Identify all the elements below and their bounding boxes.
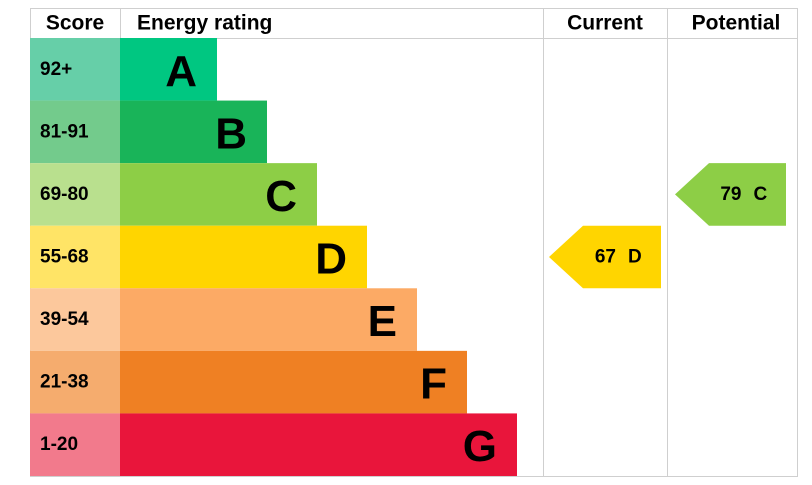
score-label: 55-68 (40, 246, 89, 267)
score-cell (30, 413, 120, 476)
score-label: 21-38 (40, 372, 89, 393)
rating-bar (120, 288, 417, 351)
header-current: Current (567, 12, 643, 35)
rating-bar (120, 225, 367, 289)
rating-bar (120, 38, 217, 101)
score-cell (30, 225, 120, 289)
rating-letter: D (315, 234, 347, 283)
rating-bar (120, 350, 467, 414)
potential-value: 79 (720, 184, 741, 205)
score-cell (30, 163, 120, 226)
score-label: 39-54 (40, 309, 89, 330)
rating-letter: G (463, 422, 497, 471)
rating-letter: A (165, 47, 197, 96)
rating-letter: E (368, 297, 397, 346)
score-cell (30, 350, 120, 414)
score-label: 1-20 (40, 434, 78, 455)
potential-letter: C (754, 184, 768, 205)
score-label: 81-91 (40, 121, 89, 142)
rating-bar (120, 413, 517, 476)
header-rating: Energy rating (137, 12, 272, 35)
score-cell (30, 288, 120, 351)
current-arrow (549, 225, 661, 289)
score-label: 92+ (40, 59, 72, 80)
score-cell (30, 38, 120, 101)
potential-arrow (675, 163, 786, 226)
rating-letter: C (265, 172, 297, 221)
rating-letter: F (420, 360, 447, 409)
score-label: 69-80 (40, 184, 89, 205)
current-value: 67 (595, 246, 616, 267)
header-potential: Potential (692, 12, 781, 35)
score-cell (30, 100, 120, 164)
rating-bar (120, 100, 267, 164)
current-letter: D (628, 246, 642, 267)
rating-bar (120, 163, 317, 226)
rating-letter: B (215, 109, 247, 158)
header-score: Score (46, 12, 104, 35)
